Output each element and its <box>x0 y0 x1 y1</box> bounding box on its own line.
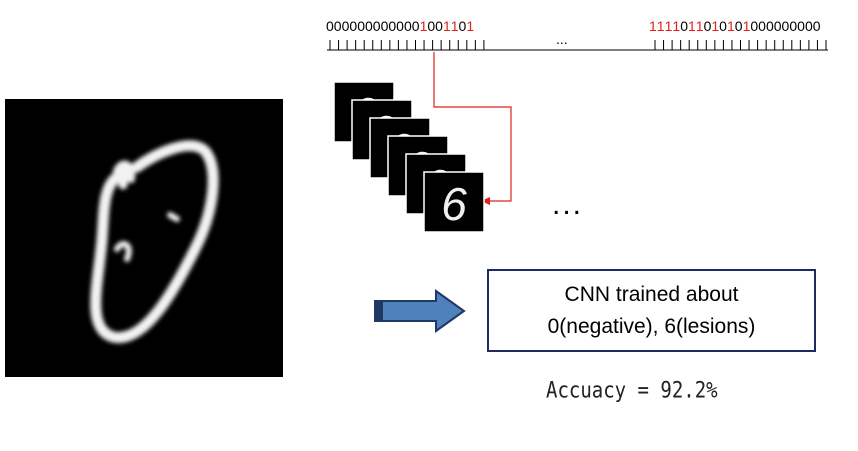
bit-digit: 1 <box>656 18 665 34</box>
bit-sequence-left: 0000000000001001101 <box>326 18 474 34</box>
bit-digit: 0 <box>396 18 404 34</box>
red-connector-line <box>433 52 512 202</box>
bit-digit: 1 <box>450 18 459 34</box>
bit-digit: 1 <box>695 18 704 34</box>
bit-digit: 0 <box>804 18 813 34</box>
bit-digit: 0 <box>812 18 821 34</box>
right-arrow-icon <box>374 289 466 333</box>
bit-digit: 0 <box>680 18 688 34</box>
bit-digit: 0 <box>380 18 389 34</box>
bit-digit: 1 <box>466 18 475 34</box>
bit-digit: 1 <box>742 18 751 34</box>
digit-frame: 6 <box>423 171 485 233</box>
bit-digit: 0 <box>734 18 743 34</box>
bit-digit: 1 <box>687 18 696 34</box>
accuracy-readout: Accuacy = 92.2% <box>546 378 718 404</box>
bit-digit: 0 <box>758 18 766 34</box>
bit-sequence-right: 1111011010101000000000 <box>649 18 821 34</box>
bit-digit: 0 <box>388 18 397 34</box>
frame-digit: 6 <box>441 178 467 230</box>
cnn-line-1: CNN trained about <box>564 282 739 306</box>
red-arrow-head-icon <box>481 197 490 205</box>
bit-digit: 1 <box>442 18 451 34</box>
bit-digit: 0 <box>789 18 798 34</box>
bit-digit: 0 <box>427 18 436 34</box>
bit-digit: 0 <box>435 18 443 34</box>
stack-ellipsis: ... <box>552 188 584 221</box>
bit-digit: 0 <box>773 18 782 34</box>
bit-digit: 0 <box>333 18 342 34</box>
bit-digit: 1 <box>664 18 673 34</box>
bit-digit: 0 <box>364 18 373 34</box>
ruler-ticks <box>329 40 827 50</box>
bit-digit: 0 <box>458 18 467 34</box>
bit-digit: 0 <box>357 18 365 34</box>
digit-image-stack: 666666 <box>333 81 485 233</box>
cnn-line-2: 0(negative), 6(lesions) <box>547 314 756 338</box>
bit-digit: 0 <box>703 18 712 34</box>
bit-digit: 0 <box>765 18 774 34</box>
bit-digit: 0 <box>349 18 358 34</box>
bit-digit: 1 <box>726 18 735 34</box>
bit-digit: 0 <box>411 18 420 34</box>
mnist-zero-image <box>5 99 283 377</box>
bit-digit: 0 <box>372 18 381 34</box>
bit-digit: 1 <box>672 18 681 34</box>
bit-digit: 0 <box>750 18 759 34</box>
bit-digit: 0 <box>403 18 412 34</box>
ruler-ellipsis: ... <box>556 31 568 47</box>
bit-digit: 0 <box>781 18 790 34</box>
bit-digit: 0 <box>797 18 805 34</box>
bit-digit: 0 <box>719 18 727 34</box>
bit-digit: 1 <box>419 18 428 34</box>
bit-digit: 1 <box>711 18 720 34</box>
bit-digit: 0 <box>326 18 334 34</box>
cnn-description-box: CNN trained about 0(negative), 6(lesions… <box>487 269 816 352</box>
bit-digit: 0 <box>341 18 350 34</box>
bit-digit: 1 <box>649 18 657 34</box>
